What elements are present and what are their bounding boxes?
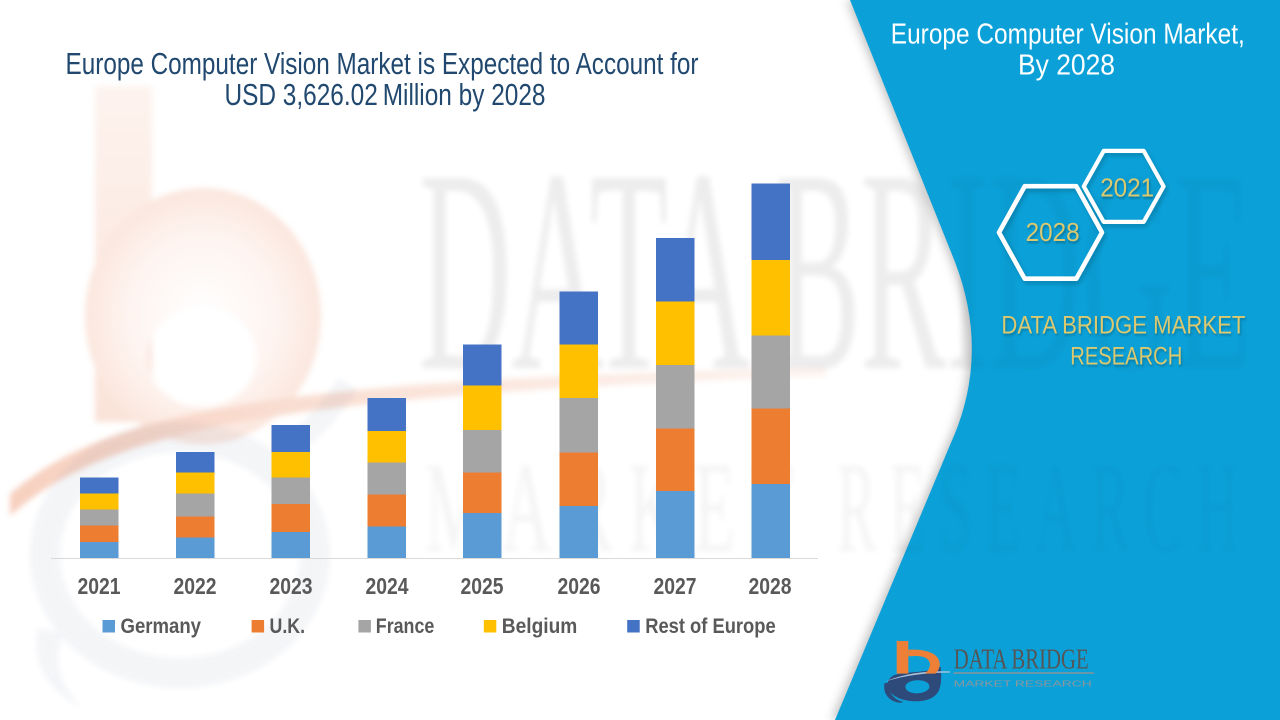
svg-text:RESEARCH: RESEARCH <box>1070 343 1182 371</box>
svg-text:Europe Computer Vision Market,: Europe Computer Vision Market, <box>891 19 1245 51</box>
svg-text:2028: 2028 <box>1026 217 1080 247</box>
svg-text:2021: 2021 <box>78 573 121 599</box>
svg-text:Germany: Germany <box>121 615 202 638</box>
svg-text:DATA BRIDGE: DATA BRIDGE <box>419 110 1252 431</box>
svg-text:2023: 2023 <box>270 573 313 599</box>
svg-text:2026: 2026 <box>558 573 601 599</box>
svg-text:2024: 2024 <box>366 573 409 599</box>
svg-text:Rest of Europe: Rest of Europe <box>645 615 776 638</box>
svg-text:USD 3,626.02 Million by 2028: USD 3,626.02 Million by 2028 <box>225 77 546 112</box>
svg-text:2028: 2028 <box>749 573 792 599</box>
svg-text:2022: 2022 <box>174 573 217 599</box>
svg-text:DATA BRIDGE MARKET: DATA BRIDGE MARKET <box>1001 312 1245 340</box>
svg-text:U.K.: U.K. <box>270 615 306 638</box>
svg-text:DATA BRIDGE: DATA BRIDGE <box>954 645 1089 676</box>
svg-text:France: France <box>376 615 435 638</box>
svg-text:Belgium: Belgium <box>502 615 578 638</box>
svg-text:2025: 2025 <box>461 573 504 599</box>
svg-text:2021: 2021 <box>1100 173 1154 203</box>
svg-text:By 2028: By 2028 <box>1018 50 1115 82</box>
svg-text:Europe Computer Vision Market: Europe Computer Vision Market is Expecte… <box>66 46 699 81</box>
svg-text:2027: 2027 <box>654 573 697 599</box>
svg-text:MARKET RESEARCH: MARKET RESEARCH <box>954 679 1092 689</box>
